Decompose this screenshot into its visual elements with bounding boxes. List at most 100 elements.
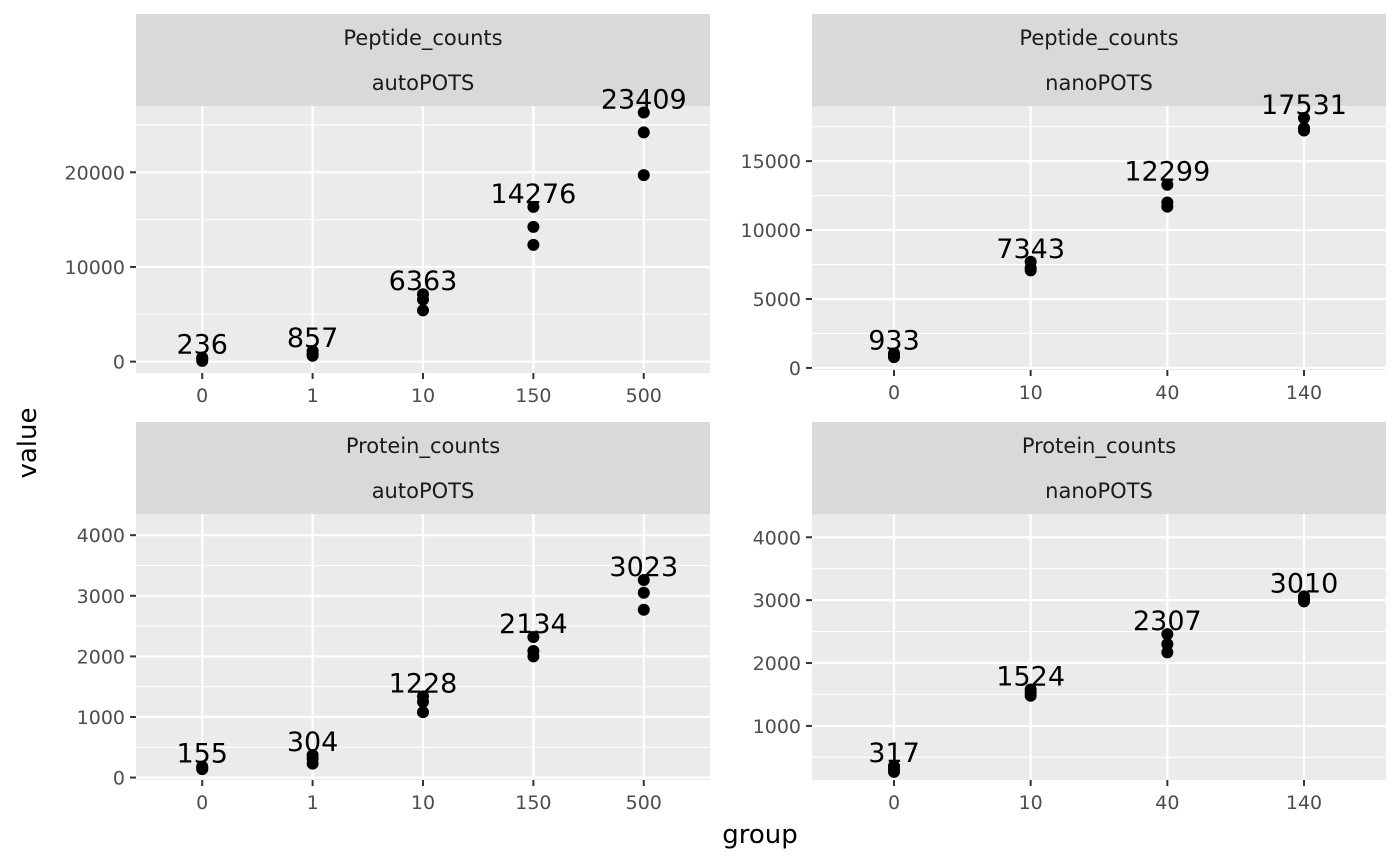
y-tick-label: 1000 — [753, 716, 801, 738]
data-label: 6363 — [389, 266, 458, 297]
x-tick-label: 1 — [307, 385, 319, 407]
y-axis-title: value — [13, 407, 43, 478]
data-point — [1161, 178, 1174, 191]
x-tick-label: 0 — [196, 792, 208, 814]
facet-strip-label-method: nanoPOTS — [1045, 71, 1153, 95]
data-label: 2307 — [1133, 606, 1202, 637]
facet-strip-label-metric: Peptide_counts — [343, 26, 502, 51]
facet-strip-label-metric: Protein_counts — [346, 434, 500, 459]
plot-panel — [812, 514, 1386, 780]
x-tick-label: 40 — [1155, 792, 1179, 814]
facet-strip — [812, 14, 1386, 106]
x-tick-label: 0 — [888, 382, 900, 404]
x-tick-label: 150 — [515, 792, 551, 814]
data-point — [1161, 638, 1174, 651]
y-tick-label: 4000 — [753, 527, 801, 549]
data-point — [637, 586, 650, 599]
x-tick-label: 150 — [515, 385, 551, 407]
facet-panel: Peptide_counts autoPOTS 0 10000 20000 0 1 10 150… — [65, 14, 710, 407]
y-tick-label: 0 — [789, 358, 801, 380]
data-point — [1298, 111, 1310, 124]
x-tick-label: 40 — [1155, 382, 1179, 404]
facet-strip-label-method: nanoPOTS — [1045, 479, 1153, 503]
facet-panel: Protein_counts nanoPOTS 1000 2000 3000 4000 0 1… — [753, 422, 1386, 814]
data-label: 17531 — [1261, 90, 1347, 121]
data-point — [1024, 683, 1037, 696]
x-tick-label: 0 — [196, 385, 208, 407]
data-point — [306, 344, 319, 357]
data-label: 23409 — [601, 85, 687, 116]
data-point — [888, 760, 900, 773]
data-point — [637, 603, 650, 616]
data-point — [417, 288, 429, 301]
data-point — [527, 631, 540, 644]
y-tick-label: 3000 — [753, 590, 801, 612]
data-point — [1298, 122, 1310, 135]
x-tick-label: 10 — [1019, 382, 1043, 404]
data-label: 1524 — [996, 661, 1065, 692]
y-tick-label: 10000 — [65, 257, 125, 279]
x-tick-label: 10 — [411, 385, 435, 407]
data-point — [888, 347, 900, 360]
data-label: 14276 — [490, 179, 576, 210]
data-point — [1024, 255, 1037, 268]
facet-strip-label-method: autoPOTS — [372, 479, 475, 503]
y-tick-label: 15000 — [741, 151, 801, 173]
facet-strip-label-metric: Peptide_counts — [1019, 26, 1178, 51]
data-point — [527, 238, 540, 251]
data-point — [417, 706, 429, 719]
data-label: 3010 — [1270, 568, 1339, 599]
plot-panel — [812, 106, 1386, 370]
facet-panel: Protein_counts autoPOTS 0 1000 2000 3000 4000 0… — [77, 422, 710, 814]
x-tick-label: 10 — [1019, 792, 1043, 814]
data-label: 3023 — [609, 552, 678, 583]
data-point — [306, 749, 319, 762]
data-point — [417, 690, 429, 703]
data-label: 12299 — [1124, 157, 1210, 188]
data-point — [637, 169, 650, 182]
facet-panel: Peptide_counts nanoPOTS 0 5000 10000 15000 0 10… — [741, 14, 1386, 404]
x-tick-label: 0 — [888, 792, 900, 814]
data-label: 155 — [176, 739, 228, 770]
x-tick-label: 500 — [626, 792, 662, 814]
x-tick-label: 10 — [411, 792, 435, 814]
data-point — [637, 574, 650, 587]
data-point — [1298, 590, 1310, 603]
x-tick-label: 1 — [307, 792, 319, 814]
data-label: 857 — [287, 323, 339, 354]
y-tick-label: 3000 — [77, 586, 125, 608]
facet-strip-label-metric: Protein_counts — [1022, 434, 1176, 459]
data-label: 2134 — [499, 609, 568, 640]
y-tick-label: 0 — [113, 352, 125, 374]
data-point — [196, 352, 209, 365]
data-point — [196, 760, 209, 773]
data-point — [417, 304, 429, 317]
data-point — [637, 106, 650, 119]
facet-strip — [812, 422, 1386, 514]
y-tick-label: 0 — [113, 768, 125, 790]
data-point — [637, 126, 650, 139]
data-label: 236 — [176, 330, 228, 361]
data-point — [1161, 628, 1174, 641]
facet-strip — [136, 422, 710, 514]
y-tick-label: 2000 — [753, 653, 801, 675]
x-tick-label: 500 — [626, 385, 662, 407]
data-label: 7343 — [996, 234, 1065, 265]
x-axis-title: group — [722, 820, 798, 850]
data-point — [1161, 196, 1174, 209]
y-tick-label: 20000 — [65, 162, 125, 184]
x-tick-label: 140 — [1286, 382, 1322, 404]
data-label: 933 — [868, 325, 920, 356]
x-tick-label: 140 — [1286, 792, 1322, 814]
y-tick-label: 4000 — [77, 525, 125, 547]
data-point — [527, 200, 540, 213]
y-tick-label: 10000 — [741, 220, 801, 242]
data-label: 304 — [287, 727, 339, 758]
data-label: 1228 — [389, 668, 458, 699]
data-point — [527, 644, 540, 657]
facet-strip — [136, 14, 710, 106]
y-tick-label: 2000 — [77, 646, 125, 668]
facet-strip-label-method: autoPOTS — [372, 71, 475, 95]
y-tick-label: 1000 — [77, 707, 125, 729]
